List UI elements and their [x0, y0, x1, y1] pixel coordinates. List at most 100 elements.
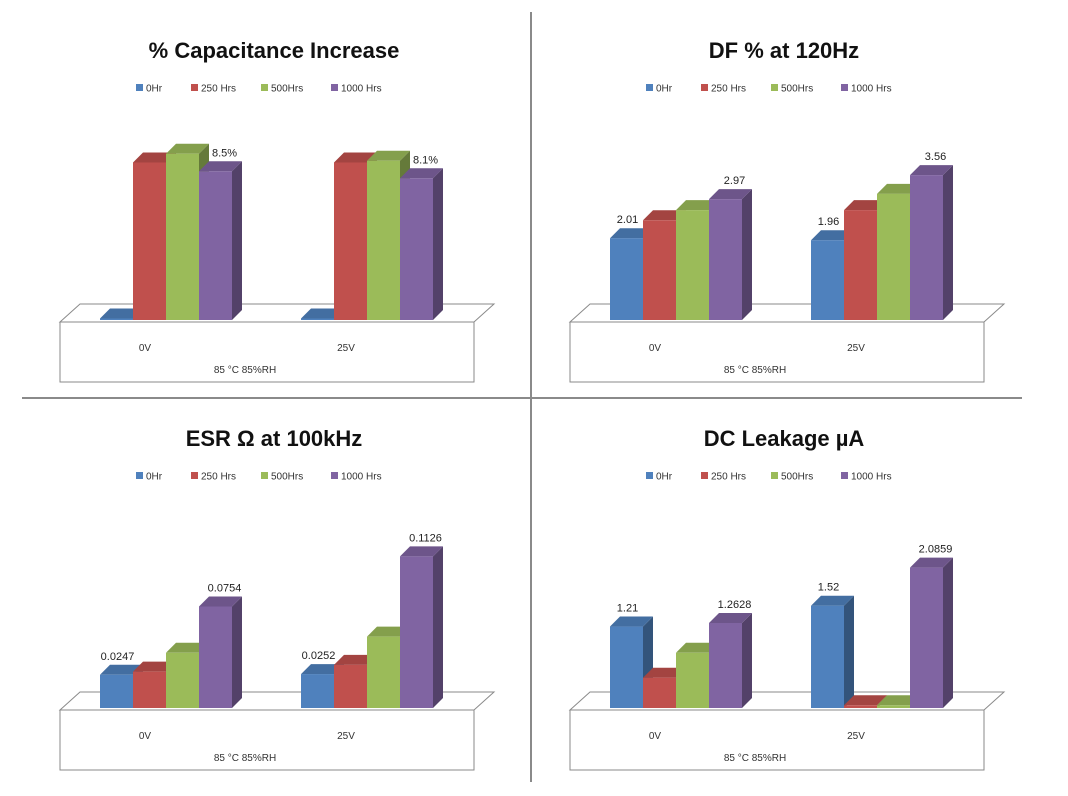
- chart-title: DC Leakage µA: [704, 426, 865, 451]
- bar-top: [610, 228, 653, 239]
- bar-front: [877, 705, 910, 708]
- legend-label: 0Hr: [146, 472, 163, 483]
- legend-label: 1000 Hrs: [851, 472, 892, 483]
- bar-side: [232, 596, 242, 708]
- bar-top: [877, 695, 920, 706]
- bar-front: [910, 175, 943, 320]
- bar-front: [400, 556, 433, 708]
- legend-item: 1000 Hrs: [331, 472, 382, 483]
- legend-label: 1000 Hrs: [341, 84, 382, 95]
- bar-top: [334, 152, 377, 163]
- bar: [199, 596, 242, 708]
- chart-panel-df: DF % at 120Hz 0Hr 250 Hrs 500Hrs 1000 Hrs 0V 2…: [534, 14, 1034, 394]
- bar-top: [133, 152, 176, 163]
- bar: [910, 165, 953, 320]
- chart-title: DF % at 120Hz: [709, 38, 859, 63]
- group-label: 85 °C 85%RH: [724, 753, 786, 764]
- bar-top: [400, 168, 443, 179]
- bar-front: [676, 652, 709, 708]
- legend-swatch: [841, 472, 848, 479]
- bar-front: [367, 636, 400, 708]
- legend-item: 500Hrs: [261, 84, 303, 95]
- bar-side: [844, 595, 854, 708]
- data-label: 0.0252: [302, 650, 336, 662]
- legend-item: 1000 Hrs: [841, 84, 892, 95]
- leakage-chart: DC Leakage µA 0Hr 250 Hrs 500Hrs 1000 Hrs 0V 2…: [568, 426, 1006, 771]
- chart-panel-esr: ESR Ω at 100kHz 0Hr 250 Hrs 500Hrs 1000 Hrs 0…: [24, 402, 524, 782]
- bar: [910, 557, 953, 708]
- bar-front: [301, 674, 334, 708]
- bar-top: [400, 546, 443, 557]
- bar-front: [610, 238, 643, 320]
- group-label: 85 °C 85%RH: [214, 365, 276, 376]
- legend-item: 0Hr: [136, 472, 163, 483]
- bar-top: [301, 664, 344, 675]
- legend-swatch: [136, 84, 143, 91]
- bar-front: [910, 567, 943, 708]
- legend-label: 0Hr: [146, 84, 163, 95]
- bar-side: [943, 557, 953, 708]
- bar-front: [844, 210, 877, 320]
- legend-swatch: [701, 472, 708, 479]
- bar-front: [334, 664, 367, 708]
- bar-front: [133, 671, 166, 708]
- legend-swatch: [771, 84, 778, 91]
- bar-top: [166, 143, 209, 154]
- chart-title: % Capacitance Increase: [149, 38, 400, 63]
- bar-front: [610, 626, 643, 708]
- bar: [400, 168, 443, 320]
- legend-swatch: [331, 84, 338, 91]
- bar-top: [199, 596, 242, 607]
- capacitance-chart: % Capacitance Increase 0Hr 250 Hrs 500Hrs 10…: [58, 38, 496, 383]
- data-label: 1.21: [617, 603, 638, 615]
- bar-front: [676, 210, 709, 320]
- axis-box: [569, 321, 985, 383]
- df-chart: DF % at 120Hz 0Hr 250 Hrs 500Hrs 1000 Hrs 0V 2…: [568, 38, 1006, 383]
- legend-label: 500Hrs: [271, 472, 303, 483]
- bar-top: [100, 664, 143, 675]
- legend-swatch: [191, 472, 198, 479]
- data-label: 1.96: [818, 216, 839, 228]
- legend-label: 250 Hrs: [711, 84, 746, 95]
- legend-label: 250 Hrs: [201, 472, 236, 483]
- bar-side: [742, 189, 752, 320]
- bar-top: [811, 230, 854, 241]
- bar-side: [433, 546, 443, 708]
- esr-chart: ESR Ω at 100kHz 0Hr 250 Hrs 500Hrs 1000 Hrs 0…: [58, 426, 496, 771]
- bar-front: [811, 605, 844, 708]
- chart-panel-capacitance: % Capacitance Increase 0Hr 250 Hrs 500Hrs 10…: [24, 14, 524, 394]
- legend-label: 500Hrs: [271, 84, 303, 95]
- legend-label: 250 Hrs: [201, 84, 236, 95]
- bar-top: [910, 557, 953, 568]
- category-label: 0V: [649, 343, 662, 354]
- category-label: 25V: [847, 343, 865, 354]
- bar: [709, 613, 752, 708]
- legend-swatch: [771, 472, 778, 479]
- data-label: 0.0247: [101, 651, 135, 663]
- bar-front: [166, 652, 199, 708]
- data-label: 1.2628: [718, 599, 752, 611]
- group-label: 85 °C 85%RH: [724, 365, 786, 376]
- data-label: 2.97: [724, 175, 745, 187]
- data-label: 8.1%: [413, 154, 438, 166]
- legend-swatch: [191, 84, 198, 91]
- legend-item: 250 Hrs: [701, 84, 746, 95]
- bar-side: [232, 161, 242, 320]
- bar-top: [133, 661, 176, 672]
- bar-front: [811, 240, 844, 320]
- legend-item: 500Hrs: [261, 472, 303, 483]
- bar-front: [643, 677, 676, 708]
- bar-front: [844, 705, 877, 708]
- legend-item: 250 Hrs: [191, 472, 236, 483]
- bar-front: [709, 623, 742, 708]
- bar-top: [166, 642, 209, 653]
- legend-item: 250 Hrs: [701, 472, 746, 483]
- data-label: 8.5%: [212, 147, 237, 159]
- legend-item: 1000 Hrs: [331, 84, 382, 95]
- category-label: 25V: [847, 731, 865, 742]
- legend-item: 1000 Hrs: [841, 472, 892, 483]
- legend-label: 1000 Hrs: [851, 84, 892, 95]
- bar-front: [400, 178, 433, 320]
- legend-item: 0Hr: [646, 84, 673, 95]
- legend-label: 0Hr: [656, 472, 673, 483]
